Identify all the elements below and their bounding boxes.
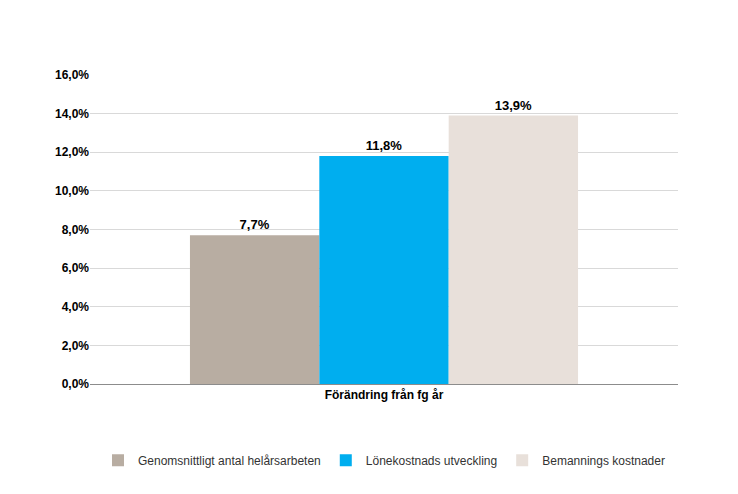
svg-text:Förändring från fg år: Förändring från fg år [325, 388, 444, 402]
svg-text:8,0%: 8,0% [62, 223, 90, 237]
svg-text:10,0%: 10,0% [55, 184, 89, 198]
svg-text:Bemannings kostnader: Bemannings kostnader [542, 454, 665, 468]
svg-text:2,0%: 2,0% [62, 339, 90, 353]
svg-text:11,8%: 11,8% [366, 138, 403, 153]
svg-text:4,0%: 4,0% [62, 300, 90, 314]
svg-text:Lönekostnads utveckling: Lönekostnads utveckling [366, 454, 497, 468]
svg-text:14,0%: 14,0% [55, 107, 89, 121]
svg-text:13,9%: 13,9% [495, 98, 532, 113]
svg-text:12,0%: 12,0% [55, 145, 89, 159]
svg-text:Genomsnittligt antal helårsarb: Genomsnittligt antal helårsarbeten [138, 454, 321, 468]
svg-text:6,0%: 6,0% [62, 261, 90, 275]
svg-text:16,0%: 16,0% [55, 68, 89, 82]
svg-text:0,0%: 0,0% [62, 377, 90, 391]
svg-text:7,7%: 7,7% [240, 217, 270, 232]
